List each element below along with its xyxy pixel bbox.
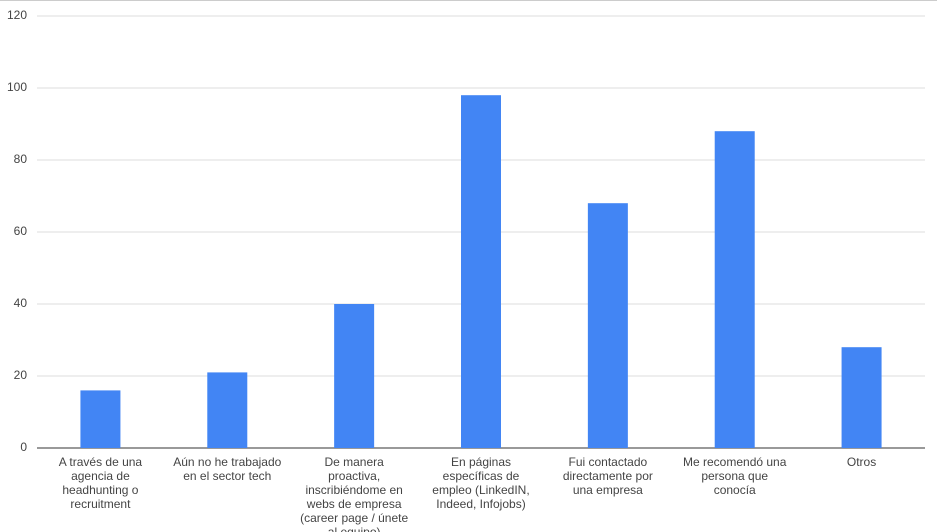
y-tick-label: 80 xyxy=(14,152,28,166)
y-tick-label: 100 xyxy=(7,80,27,94)
bar xyxy=(587,203,628,448)
x-tick-label: A través de una agencia de headhunting o… xyxy=(58,455,143,511)
bar xyxy=(334,304,375,448)
y-tick-label: 0 xyxy=(20,440,27,454)
x-tick-label: En páginas específicas de empleo (Linked… xyxy=(432,455,530,511)
x-tick-label: Otros xyxy=(846,455,877,469)
bar xyxy=(714,131,755,448)
x-tick-label: Fui contactado directamente por una empr… xyxy=(562,455,653,497)
y-tick-label: 40 xyxy=(14,296,28,310)
bar xyxy=(207,372,248,448)
x-tick-label: De manera proactiva, inscribiéndome en w… xyxy=(300,455,409,532)
bar xyxy=(841,347,882,448)
bar xyxy=(461,95,501,448)
x-tick-label: Me recomendó una persona que conocía xyxy=(683,455,787,497)
y-tick-label: 20 xyxy=(14,368,28,382)
y-tick-label: 60 xyxy=(14,224,28,238)
x-tick-label: Aún no he trabajado en el sector tech xyxy=(173,455,282,483)
bar xyxy=(80,390,121,448)
y-tick-label: 120 xyxy=(7,8,27,22)
